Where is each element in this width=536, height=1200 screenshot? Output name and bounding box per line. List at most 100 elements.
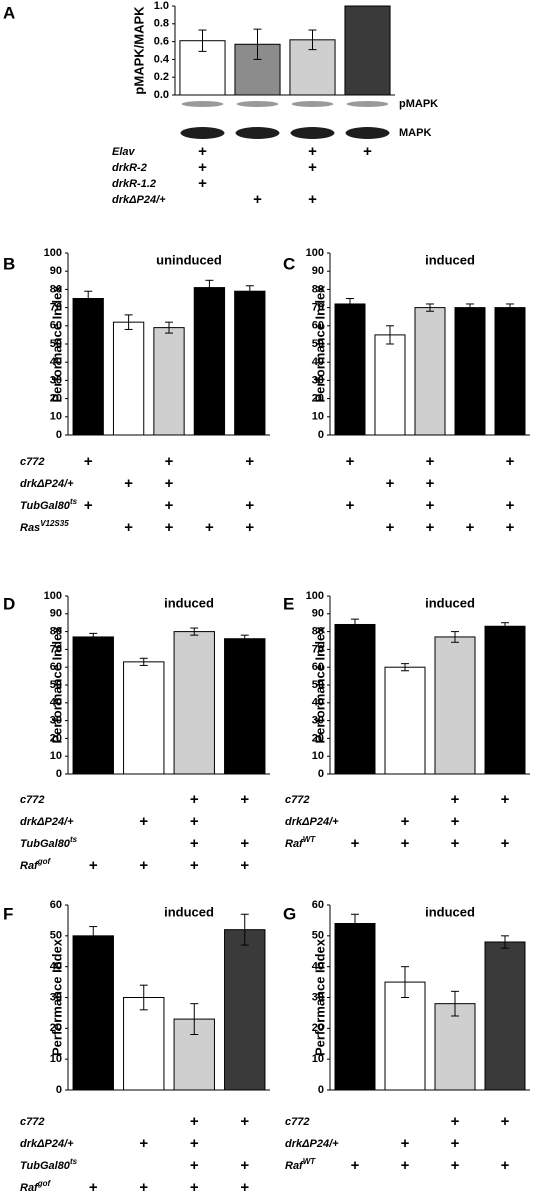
y-tick-label: 70 — [312, 643, 324, 655]
y-tick-label: 0 — [56, 1084, 62, 1096]
genotype-mark: + — [401, 813, 410, 830]
y-tick-label: 30 — [50, 715, 62, 727]
genotype-label: drkΔP24/+ — [112, 194, 166, 206]
blot-band — [181, 101, 224, 107]
genotype-name: Raf — [20, 1182, 39, 1194]
genotype-name: TubGal80 — [20, 838, 71, 850]
genotype-mark: + — [84, 497, 93, 514]
bar — [334, 303, 366, 436]
blot-band — [235, 127, 280, 139]
genotype-superscript: V12S35 — [40, 519, 69, 528]
genotype-label: c772 — [285, 1116, 309, 1128]
genotype-mark: + — [190, 791, 199, 808]
error-bar — [89, 926, 98, 946]
y-tick-label: 100 — [44, 247, 62, 259]
genotype-name: c772 — [20, 794, 44, 806]
genotype-mark: + — [506, 519, 515, 536]
genotype-label: c772 — [20, 794, 44, 806]
genotype-name: Elav — [112, 146, 136, 158]
blot-band — [180, 127, 225, 139]
genotype-mark: + — [346, 497, 355, 514]
y-tick-label: 90 — [50, 265, 62, 277]
y-tick-label: 70 — [50, 302, 62, 314]
genotype-mark: + — [165, 497, 174, 514]
error-bar — [501, 622, 509, 631]
genotype-name: c772 — [20, 456, 44, 468]
error-bar — [501, 935, 509, 949]
genotype-mark: + — [451, 835, 460, 852]
genotype-mark: + — [501, 1157, 510, 1174]
genotype-mark: + — [165, 475, 174, 492]
y-tick-label: 0 — [56, 429, 62, 441]
y-tick-label: 10 — [312, 750, 324, 762]
genotype-label: RafWT — [285, 835, 316, 850]
genotype-mark: + — [451, 813, 460, 830]
bar — [484, 625, 526, 775]
genotype-superscript: ts — [70, 497, 78, 506]
panel-letter: G — [283, 904, 296, 923]
y-tick-label: 50 — [312, 930, 324, 942]
y-tick-label: 50 — [50, 679, 62, 691]
y-tick-label: 90 — [50, 608, 62, 620]
genotype-label: Rafgof — [20, 1179, 52, 1194]
y-tick-label: 0 — [318, 1084, 324, 1096]
genotype-mark: + — [426, 497, 435, 514]
y-tick-label: 40 — [50, 697, 62, 709]
error-bar — [139, 984, 148, 1011]
error-bar — [253, 28, 262, 60]
genotype-label: TubGal80ts — [20, 497, 78, 512]
genotype-mark: + — [401, 835, 410, 852]
bar — [484, 941, 526, 1091]
error-bar — [466, 303, 474, 312]
genotype-mark: + — [165, 453, 174, 470]
genotype-mark: + — [190, 1135, 199, 1152]
y-axis-label: Performance Index — [49, 626, 64, 744]
y-tick-label: 50 — [312, 679, 324, 691]
bar — [384, 666, 426, 775]
y-tick-label: 20 — [50, 732, 62, 744]
y-axis-label: Performance Index — [312, 938, 327, 1056]
bar — [123, 997, 165, 1091]
genotype-mark: + — [190, 835, 199, 852]
bar — [234, 290, 266, 436]
y-tick-label: 100 — [306, 590, 324, 602]
genotype-mark: + — [346, 453, 355, 470]
bar — [224, 638, 266, 775]
genotype-label: TubGal80ts — [20, 835, 78, 850]
genotype-mark: + — [451, 1157, 460, 1174]
panel-title: induced — [164, 904, 214, 919]
genotype-label: drkΔP24/+ — [20, 1138, 74, 1150]
genotype-mark: + — [466, 519, 475, 536]
bar — [384, 981, 426, 1091]
y-tick-label: 20 — [50, 393, 62, 405]
genotype-mark: + — [190, 1113, 199, 1130]
y-tick-label: 0.0 — [154, 89, 169, 101]
y-tick-label: 20 — [312, 732, 324, 744]
genotype-mark: + — [506, 453, 515, 470]
genotype-mark: + — [386, 475, 395, 492]
bar — [494, 307, 526, 436]
y-tick-label: 30 — [312, 715, 324, 727]
y-tick-label: 60 — [312, 320, 324, 332]
y-tick-label: 0 — [318, 768, 324, 780]
genotype-label: RafWT — [285, 1157, 316, 1172]
y-tick-label: 10 — [50, 750, 62, 762]
panel-letter: A — [3, 3, 15, 22]
genotype-mark: + — [426, 519, 435, 536]
error-bar — [351, 618, 359, 631]
genotype-superscript: WT — [303, 1157, 317, 1166]
genotype-superscript: ts — [70, 835, 78, 844]
genotype-mark: + — [451, 1135, 460, 1152]
genotype-mark: + — [351, 835, 360, 852]
panel-title: induced — [164, 595, 214, 610]
y-tick-label: 90 — [312, 265, 324, 277]
genotype-mark: + — [501, 1113, 510, 1130]
y-tick-label: 0.2 — [154, 71, 169, 83]
genotype-label: c772 — [285, 794, 309, 806]
genotype-mark: + — [89, 1179, 98, 1196]
genotype-label: drkΔP24/+ — [285, 816, 339, 828]
genotype-mark: + — [240, 1179, 249, 1196]
genotype-name: drkR-2 — [112, 162, 147, 174]
genotype-mark: + — [426, 453, 435, 470]
panel-letter: C — [283, 254, 295, 273]
